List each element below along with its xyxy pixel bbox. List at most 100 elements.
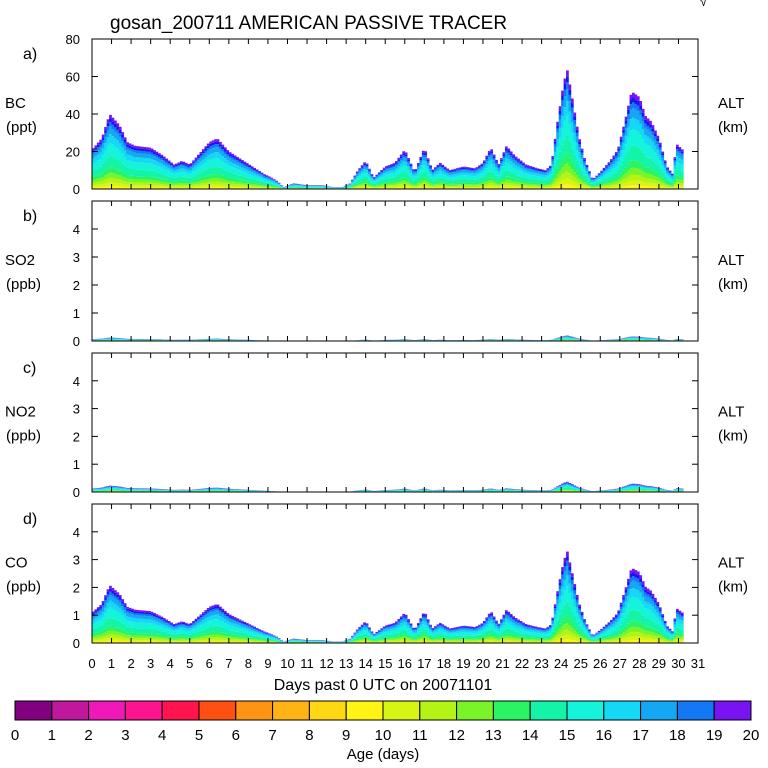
area-band-segment: [500, 175, 503, 180]
area-band-segment: [561, 100, 564, 107]
area-band-segment: [424, 157, 428, 162]
area-band-segment: [575, 126, 579, 130]
area-band-segment: [245, 183, 249, 186]
area-band-segment: [416, 165, 420, 168]
area-band-segment: [607, 187, 611, 189]
area-band-segment: [641, 185, 645, 189]
area-band-segment: [588, 187, 591, 189]
area-band-segment: [177, 185, 181, 187]
area-band-segment: [421, 152, 425, 155]
area-band-segment: [673, 157, 677, 159]
area-band-segment: [468, 187, 472, 189]
area-band-segment: [167, 176, 171, 181]
area-band-segment: [522, 166, 525, 170]
area-band-segment: [504, 185, 508, 188]
area-band-segment: [624, 173, 628, 179]
area-band-segment: [551, 174, 555, 180]
area-band-segment: [109, 186, 112, 189]
area-band-segment: [223, 163, 227, 171]
area-band-segment: [250, 178, 254, 183]
area-band-segment: [226, 160, 230, 165]
area-band-segment: [558, 110, 562, 115]
area-band-segment: [243, 163, 247, 165]
area-band-segment: [390, 185, 393, 187]
area-band-segment: [131, 144, 134, 147]
area-band-segment: [162, 158, 166, 160]
area-band-segment: [580, 180, 584, 183]
area-band-segment: [201, 180, 205, 184]
area-band-segment: [140, 162, 144, 170]
area-band-segment: [624, 182, 628, 187]
area-band-segment: [487, 185, 491, 188]
area-band-segment: [145, 151, 149, 154]
area-band-segment: [431, 172, 435, 175]
area-band-segment: [465, 172, 469, 176]
area-band-segment: [241, 161, 244, 163]
area-band-segment: [644, 172, 647, 179]
area-band-segment: [170, 183, 173, 186]
area-band-segment: [245, 169, 249, 174]
area-band-segment: [492, 181, 496, 184]
area-band-segment: [192, 161, 195, 164]
area-band-segment: [627, 164, 630, 171]
area-band-segment: [226, 152, 230, 155]
area-band-segment: [228, 180, 232, 184]
area-band-segment: [133, 187, 137, 189]
area-band-segment: [473, 187, 476, 189]
area-band-segment: [238, 175, 242, 180]
area-band-segment: [126, 154, 129, 161]
area-band-segment: [355, 186, 359, 188]
area-band-segment: [526, 166, 530, 168]
area-band-segment: [656, 165, 660, 174]
area-band-segment: [580, 152, 584, 156]
area-band-segment: [155, 165, 159, 173]
area-band-segment: [622, 186, 625, 189]
area-band-segment: [170, 165, 173, 167]
area-band-segment: [605, 166, 608, 168]
area-band-segment: [348, 185, 352, 187]
area-band-segment: [614, 172, 618, 178]
area-band-segment: [228, 154, 232, 156]
area-band-segment: [153, 185, 156, 188]
area-band-segment: [446, 173, 450, 177]
area-band-segment: [211, 148, 215, 154]
area-band-segment: [495, 184, 498, 187]
area-band-segment: [622, 132, 625, 137]
area-band-segment: [502, 187, 506, 189]
area-band-segment: [463, 182, 467, 185]
area-band-segment: [627, 119, 630, 128]
area-band-segment: [531, 184, 535, 186]
area-band-segment: [600, 177, 603, 181]
area-band-segment: [507, 185, 511, 188]
area-band-segment: [583, 175, 586, 180]
area-band-segment: [634, 185, 638, 189]
area-band-segment: [544, 183, 547, 185]
area-band-segment: [456, 185, 459, 188]
area-band-segment: [441, 166, 445, 168]
area-band-segment: [678, 185, 682, 188]
area-band-segment: [304, 187, 308, 188]
area-band-segment: [395, 180, 398, 183]
area-band-segment: [184, 183, 188, 186]
area-band-segment: [399, 156, 403, 158]
species-label: BC: [5, 95, 26, 112]
area-band-segment: [622, 170, 625, 176]
area-band-segment: [133, 169, 137, 177]
area-band-segment: [544, 177, 547, 181]
area-band-segment: [495, 175, 498, 181]
area-band-segment: [663, 160, 667, 162]
area-band-segment: [387, 174, 391, 179]
area-band-segment: [517, 160, 520, 162]
area-band-segment: [270, 185, 274, 187]
area-band-segment: [622, 129, 625, 133]
area-band-segment: [184, 167, 188, 170]
area-band-segment: [651, 135, 655, 142]
area-band-segment: [563, 139, 567, 156]
area-band-segment: [568, 166, 572, 174]
area-band-segment: [588, 186, 591, 188]
area-band-segment: [226, 171, 230, 178]
area-band-segment: [214, 187, 217, 189]
area-band-segment: [617, 157, 621, 163]
area-band-segment: [544, 173, 547, 176]
